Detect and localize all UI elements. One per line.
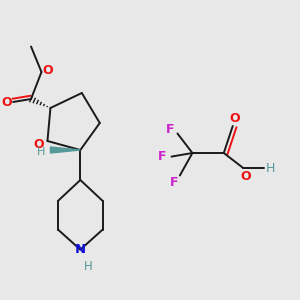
Text: O: O [229,112,240,125]
Text: O: O [33,137,44,151]
Text: N: N [75,243,86,256]
Text: O: O [240,170,251,183]
Polygon shape [50,147,80,153]
Text: H: H [37,147,46,158]
Text: F: F [169,176,178,190]
Text: O: O [42,64,53,77]
Text: H: H [83,260,92,274]
Text: F: F [158,150,167,163]
Text: F: F [166,123,174,136]
Text: O: O [1,95,12,109]
Text: H: H [266,161,275,175]
